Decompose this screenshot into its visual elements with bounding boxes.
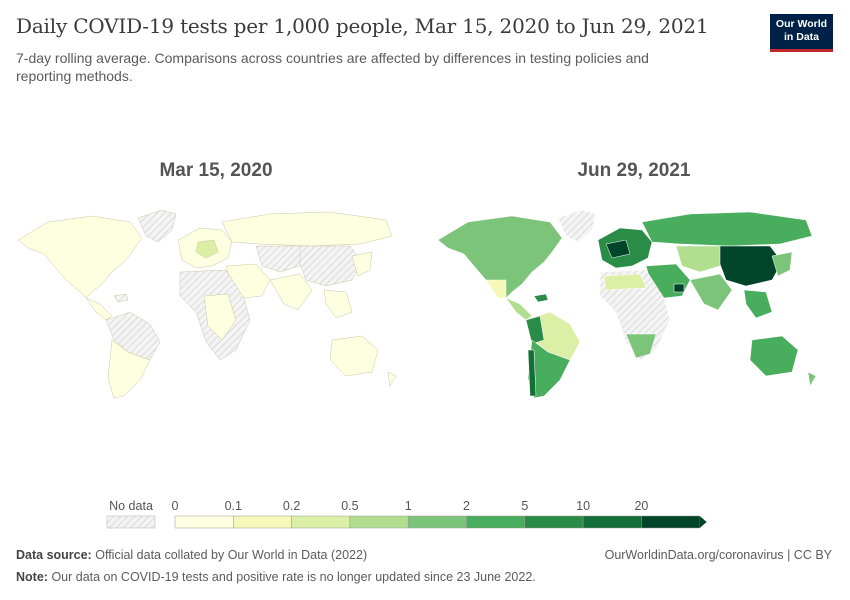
russia <box>641 211 813 247</box>
chart-title: Daily COVID-19 tests per 1,000 people, M… <box>16 14 709 38</box>
china <box>299 245 363 287</box>
data-source: Data source: Official data collated by O… <box>16 548 367 562</box>
legend-bins <box>174 515 707 529</box>
logo-line-2: in Data <box>783 31 819 43</box>
no-data-label: No data <box>109 499 153 513</box>
legend-tick-label: 0.1 <box>225 499 242 513</box>
colombia-peru <box>525 315 545 345</box>
chile <box>527 349 537 397</box>
australia <box>329 335 379 377</box>
europe-high <box>605 239 631 259</box>
legend-bin-6[interactable] <box>524 515 584 529</box>
world-maps <box>17 209 817 399</box>
africa-tested <box>203 293 237 341</box>
south-america-north <box>105 311 161 361</box>
source-text: Official data collated by Our World in D… <box>95 548 368 562</box>
map-date-left: Mar 15, 2020 <box>159 160 273 181</box>
central-america <box>85 297 113 321</box>
australia <box>749 335 799 377</box>
southern-africa <box>625 333 657 359</box>
note-label: Note: <box>16 570 48 584</box>
chart-subtitle: 7-day rolling average. Comparisons acros… <box>16 50 649 84</box>
greenland <box>557 209 597 243</box>
legend-bin-3[interactable] <box>349 515 409 529</box>
color-legend: No data 0 0.1 0.2 0.5 1 2 5 10 20 <box>106 499 707 529</box>
south-asia <box>689 273 733 311</box>
central-asia <box>255 245 307 273</box>
legend-tick-label: 0 <box>172 499 179 513</box>
legend-bin-7[interactable] <box>582 515 642 529</box>
legend-bin-1[interactable] <box>233 515 292 529</box>
footnote: Note: Our data on COVID-19 tests and pos… <box>16 570 536 584</box>
mexico <box>485 279 507 299</box>
no-data-swatch <box>106 515 156 529</box>
north-america <box>17 215 143 299</box>
legend-bin-5[interactable] <box>466 515 526 529</box>
legend-bin-2[interactable] <box>291 515 351 529</box>
legend-tick-label: 5 <box>521 499 528 513</box>
new-zealand <box>387 371 397 387</box>
uae <box>673 283 685 293</box>
legend-bin-0[interactable] <box>174 515 234 529</box>
southeast-asia <box>323 289 353 319</box>
map-mar-15-2020 <box>17 209 397 399</box>
caribbean <box>113 293 129 303</box>
europe-tested <box>195 239 219 259</box>
map-jun-29-2021 <box>437 209 817 399</box>
east-asia <box>351 251 373 277</box>
legend-tick-labels: 0 0.1 0.2 0.5 1 2 5 10 20 <box>172 499 649 513</box>
legend-bin-4[interactable] <box>407 515 467 529</box>
legend-tick-label: 10 <box>576 499 590 513</box>
china <box>719 245 783 287</box>
map-date-right: Jun 29, 2021 <box>577 160 691 181</box>
north-america <box>437 215 563 299</box>
southeast-asia <box>743 289 773 319</box>
source-url[interactable]: OurWorldinData.org/coronavirus | CC BY <box>604 548 832 562</box>
south-america-south <box>107 339 151 399</box>
caribbean <box>533 293 549 303</box>
greenland <box>137 209 177 243</box>
legend-tick-label: 0.5 <box>341 499 358 513</box>
legend-tick-label: 20 <box>634 499 648 513</box>
south-asia <box>269 273 313 311</box>
note-text: Our data on COVID-19 tests and positive … <box>51 570 536 584</box>
legend-open-end-arrow <box>699 516 707 528</box>
east-asia <box>771 251 793 277</box>
legend-tick-label: 0.2 <box>283 499 300 513</box>
central-asia <box>675 245 727 273</box>
south-america-south <box>527 339 571 399</box>
legend-tick-label: 1 <box>405 499 412 513</box>
new-zealand <box>807 371 817 387</box>
russia <box>221 211 393 247</box>
legend-tick-label: 2 <box>463 499 470 513</box>
north-africa <box>603 273 647 291</box>
logo-line-1: Our World <box>775 18 828 30</box>
source-label: Data source: <box>16 548 92 562</box>
owid-logo[interactable]: Our World in Data <box>770 14 833 52</box>
central-america <box>505 297 533 321</box>
legend-bin-8[interactable] <box>641 515 700 529</box>
